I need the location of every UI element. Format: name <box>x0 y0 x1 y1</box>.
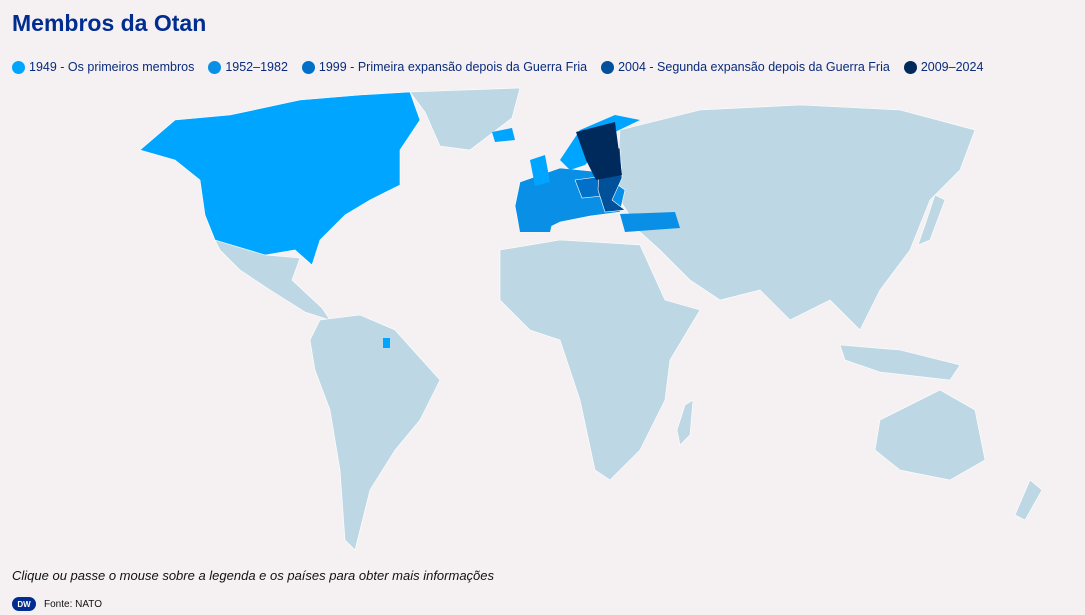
legend-label: 1949 - Os primeiros membros <box>29 60 195 74</box>
turkey[interactable] <box>620 212 680 232</box>
legend-label: 1999 - Primeira expansão depois da Guerr… <box>318 60 588 74</box>
spain-portugal[interactable] <box>516 206 556 232</box>
source-label: Fonte: NATO <box>44 598 102 610</box>
legend-dot <box>301 60 315 74</box>
legend-item-1999[interactable]: 1999 - Primeira expansão depois da Guerr… <box>301 60 588 74</box>
legend-dot <box>208 60 222 74</box>
madagascar[interactable] <box>676 399 694 446</box>
legend: 1949 - Os primeiros membros 1952–1982 19… <box>12 60 983 74</box>
north-america-members[interactable] <box>139 91 421 266</box>
australia[interactable] <box>874 389 986 481</box>
page-title: Membros da Otan <box>12 10 207 36</box>
legend-label: 2009–2024 <box>920 60 984 74</box>
world-map[interactable] <box>0 80 1085 560</box>
legend-label: 1952–1982 <box>225 60 288 74</box>
interaction-hint: Clique ou passe o mouse sobre a legenda … <box>12 568 495 583</box>
legend-item-1949[interactable]: 1949 - Os primeiros membros <box>12 60 194 74</box>
legend-dot <box>12 60 25 74</box>
sweden-finland[interactable] <box>576 122 622 180</box>
uk[interactable] <box>530 155 550 186</box>
greenland[interactable] <box>409 87 521 151</box>
asia[interactable] <box>617 104 976 331</box>
indonesia[interactable] <box>839 344 961 381</box>
legend-dot <box>601 60 615 74</box>
africa[interactable] <box>499 239 701 481</box>
legend-dot <box>903 60 917 74</box>
japan[interactable] <box>917 194 946 246</box>
legend-label: 2004 - Segunda expansão depois da Guerra… <box>618 60 890 74</box>
french-guiana[interactable] <box>383 338 390 348</box>
new-zealand[interactable] <box>1014 479 1043 521</box>
legend-item-2004[interactable]: 2004 - Segunda expansão depois da Guerra… <box>601 60 890 74</box>
south-america[interactable] <box>309 314 441 551</box>
legend-item-1952-1982[interactable]: 1952–1982 <box>208 60 288 74</box>
footer: DW Fonte: NATO <box>12 597 102 611</box>
dw-logo: DW <box>12 597 36 611</box>
iceland[interactable] <box>492 128 515 142</box>
legend-item-2009-2024[interactable]: 2009–2024 <box>903 60 984 74</box>
